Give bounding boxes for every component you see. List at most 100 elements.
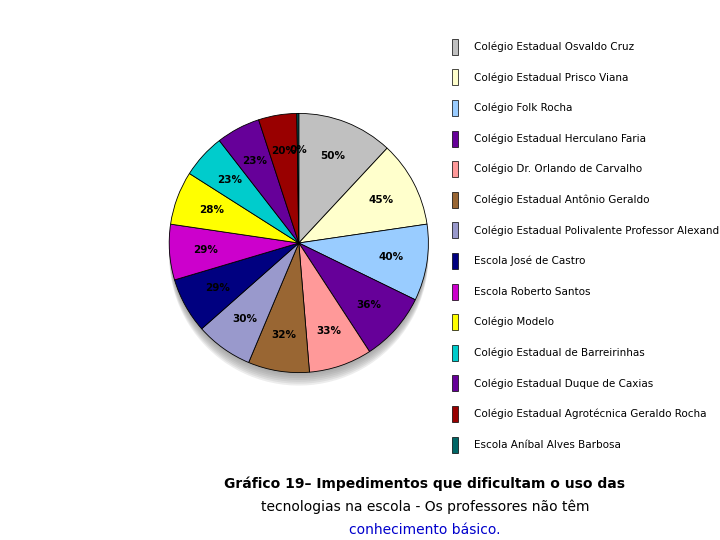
FancyBboxPatch shape <box>452 314 458 330</box>
Wedge shape <box>171 173 299 243</box>
Text: 0%: 0% <box>289 145 307 154</box>
FancyBboxPatch shape <box>452 161 458 177</box>
Wedge shape <box>202 247 299 366</box>
Wedge shape <box>299 226 428 302</box>
Wedge shape <box>297 113 299 243</box>
Wedge shape <box>299 152 427 247</box>
Wedge shape <box>299 248 415 357</box>
Text: 30%: 30% <box>232 314 257 324</box>
Text: Colégio Estadual Prisco Viana: Colégio Estadual Prisco Viana <box>474 72 628 83</box>
Wedge shape <box>189 144 299 247</box>
Wedge shape <box>171 183 299 252</box>
Wedge shape <box>174 248 299 334</box>
Text: Colégio Folk Rocha: Colégio Folk Rocha <box>474 103 572 113</box>
Wedge shape <box>299 245 369 374</box>
Wedge shape <box>299 256 369 385</box>
Wedge shape <box>202 254 299 374</box>
Wedge shape <box>299 247 415 355</box>
Wedge shape <box>297 117 299 247</box>
Text: Colégio Modelo: Colégio Modelo <box>474 317 554 327</box>
Wedge shape <box>248 252 310 382</box>
Text: 23%: 23% <box>243 156 268 166</box>
Wedge shape <box>174 251 299 336</box>
FancyBboxPatch shape <box>452 284 458 300</box>
Wedge shape <box>248 245 310 374</box>
Wedge shape <box>174 243 299 329</box>
Wedge shape <box>299 125 387 254</box>
Wedge shape <box>174 256 299 342</box>
Wedge shape <box>297 126 299 256</box>
Text: 45%: 45% <box>369 194 394 205</box>
Wedge shape <box>258 123 299 252</box>
Wedge shape <box>258 113 299 243</box>
Wedge shape <box>258 121 299 251</box>
Wedge shape <box>174 247 299 333</box>
Wedge shape <box>299 254 369 383</box>
Wedge shape <box>202 243 299 362</box>
Wedge shape <box>220 127 299 251</box>
Wedge shape <box>299 154 427 248</box>
Wedge shape <box>248 247 310 376</box>
Wedge shape <box>299 248 369 377</box>
Wedge shape <box>189 140 299 243</box>
Wedge shape <box>171 177 299 247</box>
Wedge shape <box>299 121 387 251</box>
Wedge shape <box>299 251 369 380</box>
Wedge shape <box>299 126 387 256</box>
Wedge shape <box>299 237 428 313</box>
Text: 40%: 40% <box>379 252 404 262</box>
Wedge shape <box>248 248 310 378</box>
Wedge shape <box>169 224 299 280</box>
Text: Colégio Estadual Osvaldo Cruz: Colégio Estadual Osvaldo Cruz <box>474 42 634 52</box>
Wedge shape <box>189 143 299 245</box>
Wedge shape <box>171 179 299 248</box>
Wedge shape <box>202 251 299 370</box>
Wedge shape <box>169 230 299 286</box>
Wedge shape <box>299 228 428 303</box>
Text: Escola Roberto Santos: Escola Roberto Santos <box>474 287 590 296</box>
Wedge shape <box>174 245 299 330</box>
FancyBboxPatch shape <box>452 253 458 269</box>
Wedge shape <box>299 148 427 243</box>
Wedge shape <box>174 252 299 338</box>
Wedge shape <box>220 133 299 256</box>
Wedge shape <box>202 243 299 362</box>
Wedge shape <box>202 245 299 364</box>
Wedge shape <box>220 122 299 245</box>
Text: 32%: 32% <box>271 330 297 340</box>
Wedge shape <box>189 148 299 251</box>
Wedge shape <box>202 248 299 368</box>
Text: Colégio Estadual Polivalente Professor Alexandre Leal Costa: Colégio Estadual Polivalente Professor A… <box>474 225 720 235</box>
Wedge shape <box>299 123 387 252</box>
Wedge shape <box>174 243 299 329</box>
Wedge shape <box>189 153 299 256</box>
Wedge shape <box>189 140 299 243</box>
Text: 28%: 28% <box>199 205 224 215</box>
Wedge shape <box>297 115 299 245</box>
Wedge shape <box>299 243 415 352</box>
Wedge shape <box>169 228 299 284</box>
FancyBboxPatch shape <box>452 131 458 147</box>
Wedge shape <box>169 233 299 289</box>
Wedge shape <box>171 176 299 245</box>
Wedge shape <box>220 124 299 247</box>
Wedge shape <box>189 146 299 248</box>
Wedge shape <box>248 243 310 373</box>
Wedge shape <box>299 156 427 251</box>
Wedge shape <box>220 120 299 243</box>
Wedge shape <box>299 245 415 354</box>
Wedge shape <box>299 161 427 256</box>
Wedge shape <box>248 256 310 386</box>
Text: 50%: 50% <box>320 151 346 161</box>
Text: tecnologias na escola - Os professores não têm: tecnologias na escola - Os professores n… <box>261 500 589 515</box>
Wedge shape <box>258 126 299 256</box>
Wedge shape <box>174 254 299 340</box>
FancyBboxPatch shape <box>452 69 458 85</box>
Wedge shape <box>171 173 299 243</box>
Wedge shape <box>169 224 299 280</box>
Text: 23%: 23% <box>217 175 243 185</box>
Wedge shape <box>248 251 310 380</box>
Wedge shape <box>171 181 299 251</box>
Text: 29%: 29% <box>204 284 230 293</box>
Wedge shape <box>299 243 369 372</box>
